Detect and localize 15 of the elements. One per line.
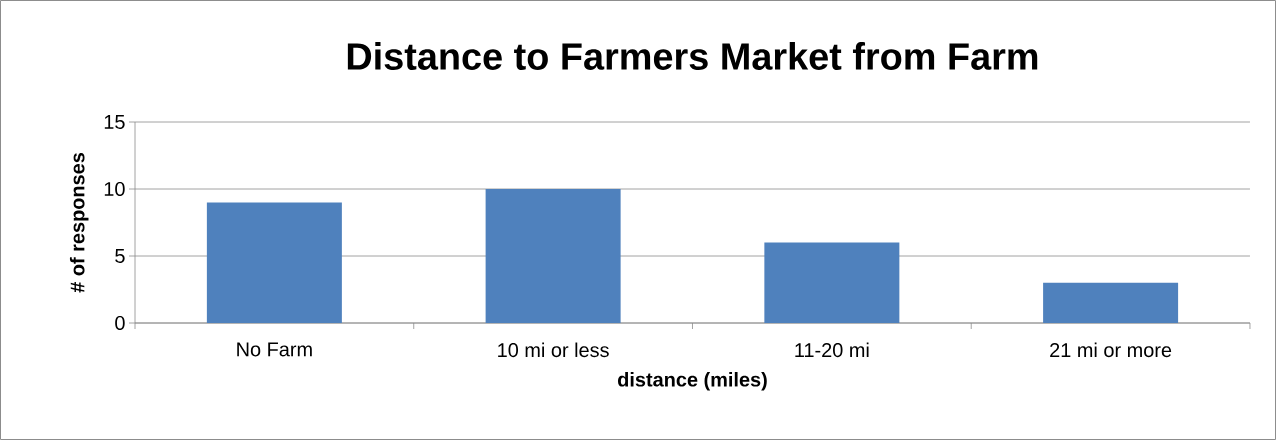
chart-title: Distance to Farmers Market from Farm [347, 42, 1038, 70]
y-axis-title: # of responses [69, 153, 89, 293]
bar [206, 202, 342, 323]
y-tick-label: 15 [104, 115, 125, 129]
x-tick-label: 21 mi or more [1050, 342, 1172, 358]
y-tick-label: 5 [115, 249, 125, 263]
bar [485, 189, 621, 323]
x-tick-label: 10 mi or less [498, 342, 609, 358]
bar [1043, 282, 1179, 323]
x-tick-label: No Farm [237, 342, 312, 357]
y-tick-label: 0 [115, 315, 125, 331]
x-tick-label: 11-20 mi [795, 342, 869, 358]
x-axis-title: distance (miles) [618, 371, 767, 391]
bar [764, 242, 900, 323]
y-tick-label: 10 [104, 181, 125, 197]
